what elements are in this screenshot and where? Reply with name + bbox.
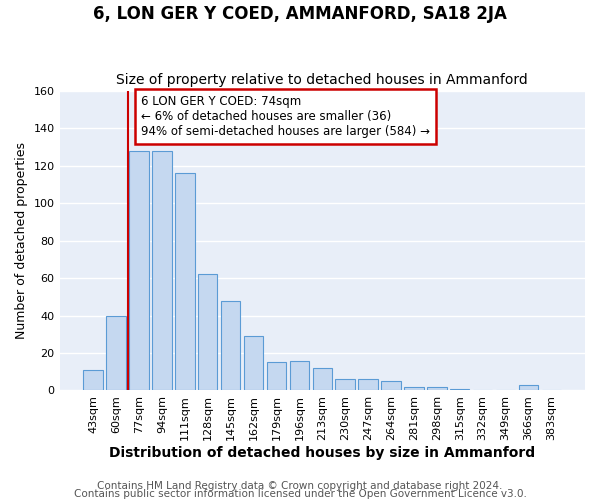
Title: Size of property relative to detached houses in Ammanford: Size of property relative to detached ho… [116,73,528,87]
Bar [152,151,172,390]
Y-axis label: Number of detached properties: Number of detached properties [15,142,28,339]
Bar [450,388,469,390]
Bar [267,362,286,390]
Bar [244,336,263,390]
Bar [358,379,378,390]
Bar [381,381,401,390]
Bar [519,385,538,390]
Bar [313,368,332,390]
Text: 6, LON GER Y COED, AMMANFORD, SA18 2JA: 6, LON GER Y COED, AMMANFORD, SA18 2JA [93,5,507,23]
X-axis label: Distribution of detached houses by size in Ammanford: Distribution of detached houses by size … [109,446,535,460]
Bar [83,370,103,390]
Text: Contains public sector information licensed under the Open Government Licence v3: Contains public sector information licen… [74,489,526,499]
Bar [129,151,149,390]
Bar [335,379,355,390]
Bar [198,274,217,390]
Bar [427,386,446,390]
Bar [175,174,194,390]
Bar [404,386,424,390]
Text: 6 LON GER Y COED: 74sqm
← 6% of detached houses are smaller (36)
94% of semi-det: 6 LON GER Y COED: 74sqm ← 6% of detached… [141,94,430,138]
Text: Contains HM Land Registry data © Crown copyright and database right 2024.: Contains HM Land Registry data © Crown c… [97,481,503,491]
Bar [106,316,126,390]
Bar [221,300,241,390]
Bar [290,360,309,390]
